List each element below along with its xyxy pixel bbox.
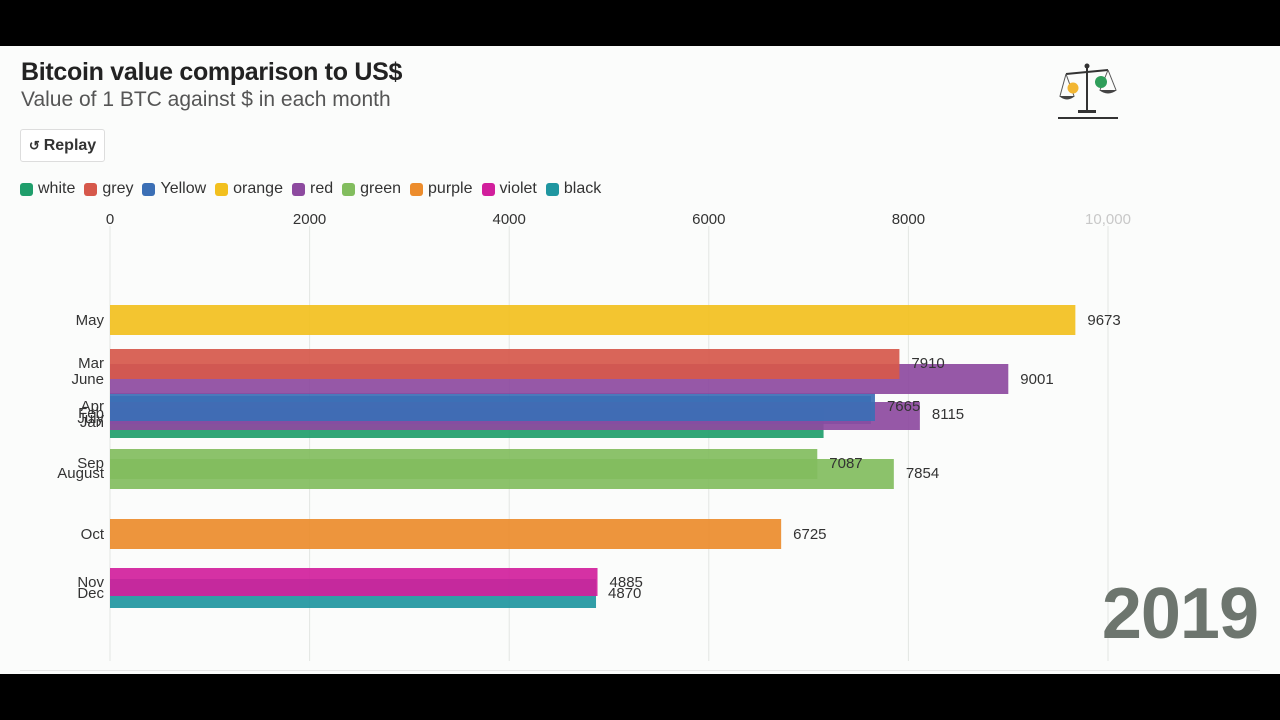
category-label: Nov [77,574,104,591]
legend-item-green[interactable]: green [342,180,401,198]
legend-item-black[interactable]: black [545,180,602,198]
value-label: 7087 [829,455,862,472]
bar-chart: 0 2000 4000 6000 8000 10,000 May 9673 Mar 7910 Jun… [57,211,1131,661]
legend-swatch [545,182,559,196]
year-label: 2019 [1101,574,1259,654]
legend-label: orange [233,180,283,197]
category-label: Oct [81,526,105,543]
replay-icon: ↺ [28,137,40,153]
x-tick-label: 6000 [692,211,725,228]
x-tick-label: 8000 [892,211,925,228]
legend-item-violet[interactable]: violet [481,180,537,198]
x-tick-label: 10,000 [1085,211,1131,228]
legend-swatch [481,182,495,196]
bar-nov [110,568,598,596]
chart-subtitle: Value of 1 BTC against $ in each month [21,88,391,111]
value-label: 7854 [906,465,939,482]
legend-swatch [20,182,33,196]
legend-item-red[interactable]: red [291,180,334,198]
value-label: 7910 [911,355,944,372]
legend-label: purple [428,180,473,197]
replay-label: Replay [43,136,97,154]
scales-logo [1058,63,1118,119]
replay-button[interactable]: ↺ Replay [20,129,105,162]
legend-swatch [215,182,229,196]
legend: white grey Yellow orange red green purple viole… [20,180,610,198]
legend-swatch [84,182,98,196]
chart-frame: Bitcoin value comparison to US$ Value of… [0,46,1280,674]
legend-label: grey [102,180,134,197]
legend-label: violet [499,180,537,197]
legend-item-orange[interactable]: orange [215,180,283,198]
bottom-divider [20,670,1260,671]
bar-apr [110,393,875,421]
bar-mar [110,349,900,379]
x-tick-label: 4000 [493,211,526,228]
legend-item-purple[interactable]: purple [410,180,473,198]
category-label: Feb [78,405,104,422]
bar-may [110,305,1076,335]
x-tick-label: 0 [106,211,114,228]
legend-item-grey[interactable]: grey [84,180,133,198]
value-label: 4870 [608,585,641,602]
category-label: August [57,465,105,482]
value-label: 9001 [1020,371,1053,388]
legend-item-yellow[interactable]: Yellow [142,180,206,198]
value-label: 9673 [1087,312,1120,329]
legend-swatch [291,182,305,196]
legend-swatch [142,182,156,196]
bar-sep [110,449,818,479]
category-label: Jan [80,414,104,431]
value-label: 7665 [887,398,920,415]
category-label: Sep [77,455,104,472]
x-tick-label: 2000 [293,211,326,228]
legend-label: black [563,180,602,197]
value-label: 6725 [793,526,826,543]
category-label: July [77,410,104,427]
legend-label: Yellow [160,180,207,197]
legend-label: white [38,180,76,197]
value-label: 4885 [610,574,643,591]
value-label: 8115 [932,406,964,423]
chart-title: Bitcoin value comparison to US$ [21,58,403,86]
category-label: Mar [78,355,104,372]
legend-item-white[interactable]: white [20,180,75,198]
category-label: Apr [81,398,104,415]
legend-label: green [360,180,402,197]
category-label: Dec [77,585,104,602]
legend-label: red [309,180,334,197]
category-label: June [71,371,104,388]
legend-swatch [410,182,424,196]
bar-oct [110,519,782,549]
legend-swatch [342,182,356,196]
category-label: May [76,312,105,329]
